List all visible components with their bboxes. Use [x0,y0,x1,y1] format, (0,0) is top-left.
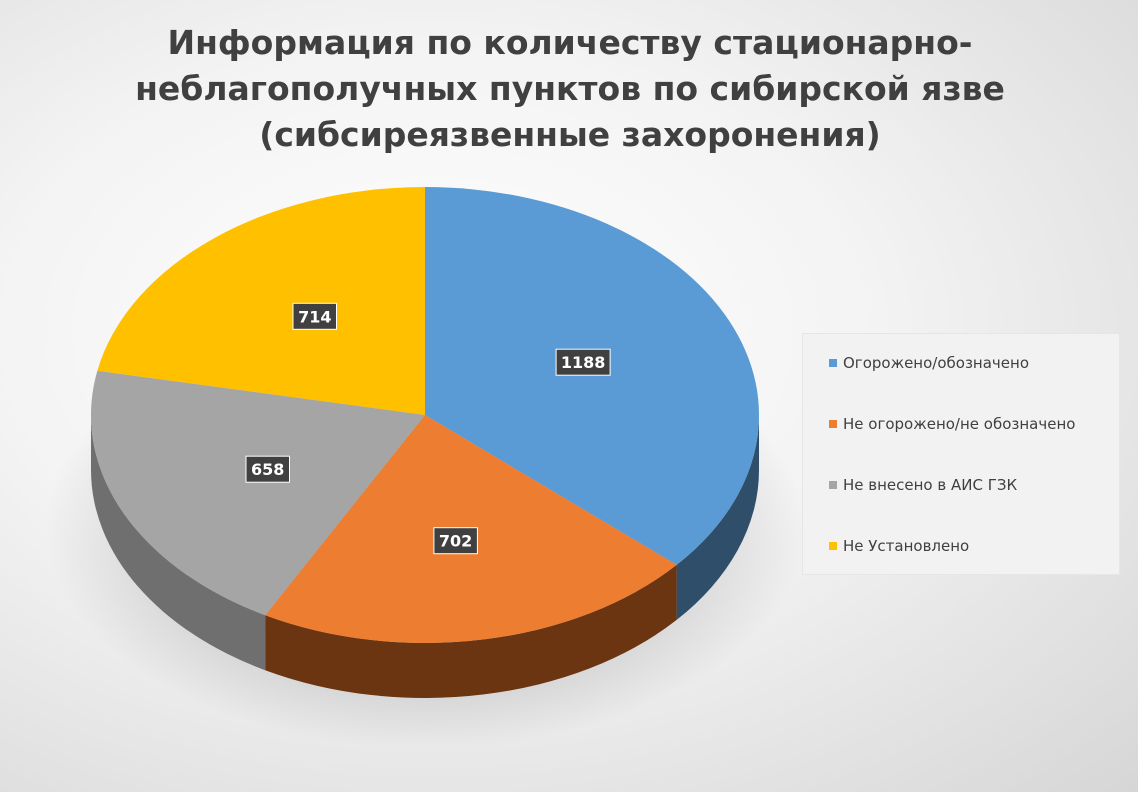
pie-slice-not-in-ais [90,370,425,616]
data-label-box-not-established [292,302,337,330]
legend-label-not-fenced: Не огорожено/не обозначено [843,415,1076,433]
legend-item-not-established: Не Установлено [829,535,969,557]
pie-data-labels: 1188 702 658 714 [245,302,611,555]
data-label-box-not-fenced [433,527,478,555]
pie-side-fenced [676,415,759,620]
legend-swatch-not-fenced [829,420,837,428]
legend-swatch-not-in-ais [829,481,837,489]
data-label-fenced: 1188 [555,348,611,376]
data-label-value-not-established: 714 [298,307,331,326]
legend-label-not-in-ais: Не внесено в АИС ГЗК [843,476,1018,494]
legend-item-fenced: Огорожено/обозначено [829,352,1029,374]
pie-slices [90,187,759,643]
data-label-box-not-in-ais [245,455,290,483]
legend-item-not-fenced: Не огорожено/не обозначено [829,413,1075,435]
chart-title: Информация по количеству стационарно- не… [135,23,1005,154]
data-label-value-not-fenced: 702 [439,532,472,551]
legend-swatch-fenced [829,359,837,367]
legend-label-not-established: Не Установлено [843,537,970,555]
data-label-box-fenced [555,348,611,376]
pie-side-not-fenced [265,564,677,698]
pie-side-not-in-ais [91,415,266,671]
pie-slice-not-established [97,187,426,415]
legend-swatch-not-established [829,542,837,550]
data-label-not-in-ais: 658 [245,455,290,483]
data-label-value-fenced: 1188 [561,353,606,372]
data-label-value-not-in-ais: 658 [251,460,284,479]
data-label-not-fenced: 702 [433,527,478,555]
data-label-not-established: 714 [292,302,337,330]
legend-item-not-in-ais: Не внесено в АИС ГЗК [829,474,1017,496]
pie-side-walls [91,415,759,698]
legend-label-fenced: Огорожено/обозначено [843,354,1029,372]
legend: Огорожено/обозначено Не огорожено/не обо… [802,333,1120,575]
pie-slice-fenced [425,187,759,565]
